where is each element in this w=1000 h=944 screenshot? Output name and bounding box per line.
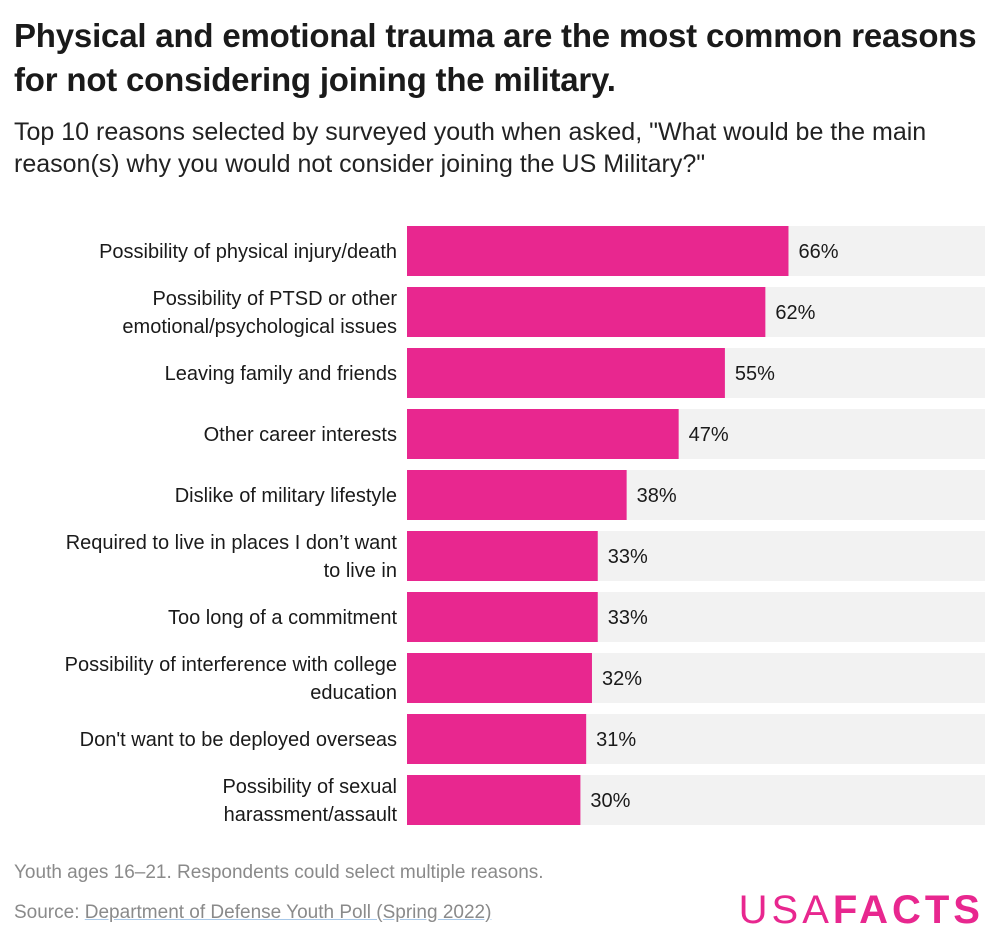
bar-value-label: 55% [735,363,775,385]
bar-value-label: 47% [689,424,729,446]
category-label: Possibility of PTSD or other [152,288,397,310]
chart-subtitle: Top 10 reasons selected by surveyed yout… [14,118,927,178]
category-label: Possibility of physical injury/death [99,241,397,263]
bar [407,287,766,337]
category-label: Don't want to be deployed overseas [80,729,397,751]
logo-facts: FACTS [832,888,984,932]
category-label: Possibility of sexual [222,776,397,798]
logo-usa: USA [738,888,833,932]
bar-chart: 66% Possibility of physical injury/death 6… [65,226,985,826]
bar-value-label: 33% [608,607,648,629]
bar [407,775,581,825]
usafacts-logo: USAFACTS [739,888,984,932]
category-label: emotional/psychological issues [122,316,397,338]
bar [407,653,592,703]
category-label: harassment/assault [224,804,398,826]
category-label: Dislike of military lifestyle [175,485,397,507]
source-line: Source: Department of Defense Youth Poll… [14,902,491,924]
bar [407,531,598,581]
bar [407,592,598,642]
category-label: Required to live in places I don’t want [66,532,398,554]
bar-value-label: 32% [602,668,642,690]
footnote: Youth ages 16–21. Respondents could sele… [14,862,544,883]
category-label: to live in [324,560,397,582]
bar [407,714,587,764]
bar-value-label: 33% [608,546,648,568]
category-label: Other career interests [204,424,397,446]
bar-value-label: 66% [798,241,838,263]
bar-value-label: 38% [637,485,677,507]
bar-value-label: 62% [775,302,815,324]
source-prefix: Source: [14,902,85,923]
source-link[interactable]: Department of Defense Youth Poll (Spring… [84,902,492,923]
bar [407,409,679,459]
bar [407,226,789,276]
category-label: education [310,682,397,704]
category-label: Too long of a commitment [168,607,397,629]
category-label: Leaving family and friends [165,363,397,385]
chart-title: Physical and emotional trauma are the mo… [14,17,977,98]
category-label: Possibility of interference with college [65,654,397,676]
bar-value-label: 30% [590,790,630,812]
bar-value-label: 31% [596,729,636,751]
bar [407,470,627,520]
bar [407,348,725,398]
